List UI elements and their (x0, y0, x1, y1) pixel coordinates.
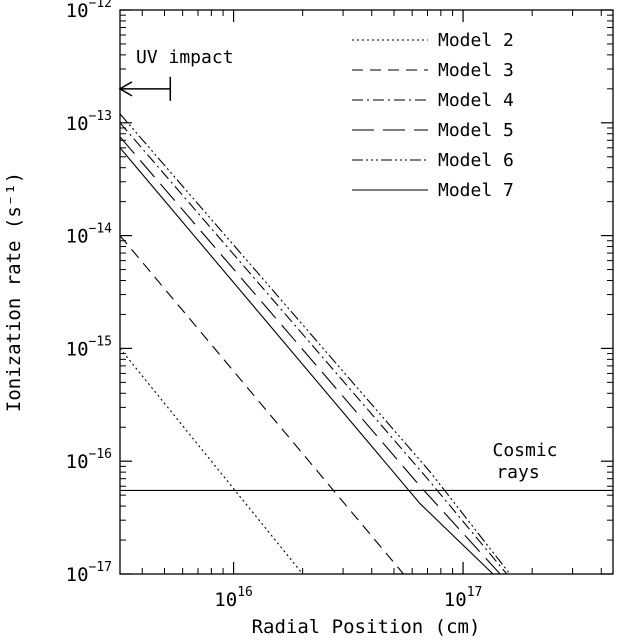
series-line-model-6 (120, 113, 511, 574)
y-tick-exponent: −16 (89, 447, 112, 462)
uv-impact-label: UV impact (136, 47, 234, 68)
y-tick-label: 10−16 (66, 447, 112, 473)
legend-label: Model 4 (438, 90, 514, 111)
x-tick-base: 10 (444, 589, 467, 611)
y-tick-base: 10 (66, 113, 89, 135)
y-tick-exponent: −14 (89, 222, 113, 237)
y-tick-exponent: −15 (89, 334, 112, 349)
legend-label: Model 7 (438, 180, 514, 201)
legend-label: Model 5 (438, 120, 514, 141)
y-tick-base: 10 (66, 451, 89, 473)
y-tick-exponent: −12 (89, 0, 112, 11)
y-axis-title: Ionization rate (s⁻¹) (3, 172, 25, 412)
cosmic-rays-label-line: rays (496, 462, 539, 483)
y-tick-exponent: −13 (89, 109, 112, 124)
x-tick-exponent: 16 (237, 585, 253, 600)
y-tick-exponent: −17 (89, 560, 112, 575)
series-layer (120, 113, 613, 574)
cosmic-rays-label-line: Cosmic (492, 440, 557, 461)
x-axis-title: Radial Position (cm) (252, 616, 481, 638)
series-line-model-5 (120, 136, 501, 574)
y-tick-label: 10−15 (66, 334, 112, 360)
x-tick-label: 1017 (444, 585, 483, 611)
series-line-model-7 (120, 147, 494, 574)
y-tick-base: 10 (66, 226, 89, 248)
series-line-model-4 (120, 122, 508, 574)
x-tick-base: 10 (214, 589, 237, 611)
y-tick-label: 10−14 (66, 222, 113, 248)
cosmic-rays-label: Cosmic rays (492, 440, 557, 483)
legend-label: Model 3 (438, 60, 514, 81)
x-tick-exponent: 17 (467, 585, 483, 600)
series-line-model-2 (120, 348, 304, 574)
annotation-layer: Cosmic rays UV impact (118, 47, 558, 483)
legend-label: Model 6 (438, 150, 514, 171)
legend: Model 2 Model 3 Model 4 Model 5 Model 6 Model… (352, 30, 514, 201)
y-tick-base: 10 (66, 338, 89, 360)
legend-label: Model 2 (438, 30, 514, 51)
y-tick-base: 10 (66, 564, 89, 586)
series-line-model-3 (120, 235, 404, 574)
plot-frame (119, 9, 614, 575)
y-tick-label: 10−12 (66, 0, 112, 22)
x-tick-label: 1016 (214, 585, 253, 611)
y-tick-label: 10−13 (66, 109, 112, 135)
y-tick-label: 10−17 (66, 560, 112, 586)
y-tick-base: 10 (66, 0, 89, 22)
